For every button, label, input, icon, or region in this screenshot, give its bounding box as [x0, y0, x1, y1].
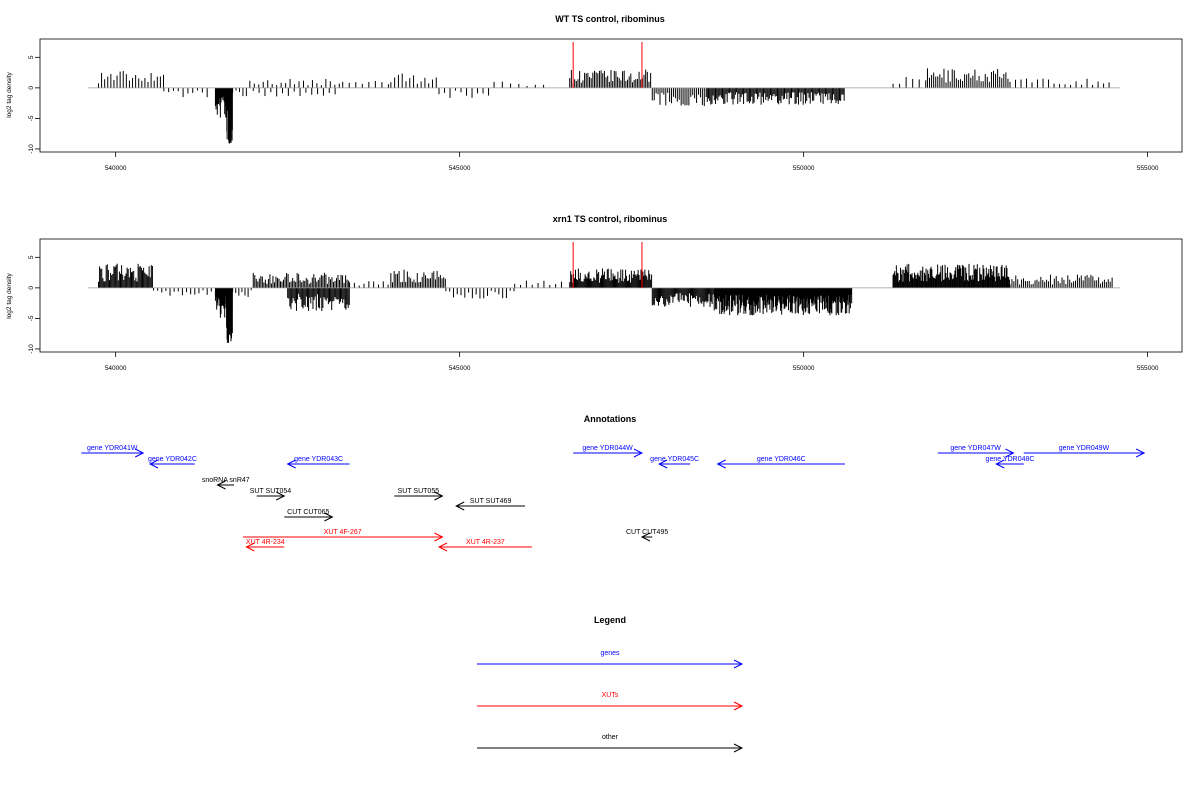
feature-cut-cut495: CUT CUT495 — [626, 529, 668, 542]
feature-label: CUT CUT065 — [287, 509, 329, 516]
feature-gene-ydr043c: gene YDR043C — [286, 456, 350, 469]
wt-panel-title: WT TS control, ribominus — [555, 14, 665, 24]
arrowhead — [148, 459, 159, 469]
feature-label: gene YDR045C — [650, 456, 699, 463]
xrn1-y-axis-label: log2 tag density — [6, 272, 13, 318]
legend-item-other: other — [477, 734, 744, 753]
feature-label: gene YDR043C — [294, 456, 343, 463]
feature-xut-4f-267: XUT 4F-267 — [242, 529, 444, 542]
annotations-title: Annotations — [584, 414, 637, 424]
arrowhead — [633, 448, 644, 458]
x-tick-label: 555000 — [1137, 165, 1159, 172]
feature-gene-ydr042c: gene YDR042C — [148, 456, 197, 469]
feature-label: gene YDR049W — [1059, 445, 1110, 452]
arrowhead — [434, 491, 444, 501]
arrowhead — [733, 743, 744, 753]
feature-label: XUT 4R-234 — [246, 539, 285, 546]
xrn1-panel: xrn1 TS control, ribominus log2 tag dens… — [6, 214, 1183, 372]
arrowhead — [995, 459, 1005, 469]
feature-label: SUT SUT055 — [398, 488, 440, 495]
xrn1-plot-frame — [39, 238, 1183, 353]
legend-label: other — [602, 734, 619, 741]
legend-label: genes — [600, 650, 620, 657]
feature-xut-4r-234: XUT 4R-234 — [245, 539, 285, 552]
feature-label: XUT 4F-267 — [324, 529, 362, 536]
xrn1-panel-title: xrn1 TS control, ribominus — [553, 214, 668, 224]
feature-label: SUT SUT054 — [250, 488, 292, 495]
feature-sut-sut055: SUT SUT055 — [394, 488, 444, 501]
arrowhead — [716, 459, 726, 469]
feature-gene-ydr046c: gene YDR046C — [716, 456, 845, 469]
feature-gene-ydr049w: gene YDR049W — [1023, 445, 1146, 458]
legend-title: Legend — [594, 615, 626, 625]
arrowhead — [434, 532, 444, 542]
feature-gene-ydr045c: gene YDR045C — [650, 456, 699, 469]
x-tick-label: 545000 — [449, 365, 471, 372]
arrowhead — [1005, 448, 1015, 458]
x-tick-label: 550000 — [793, 165, 815, 172]
wt-panel: WT TS control, ribominus log2 tag densit… — [6, 14, 1183, 172]
arrowhead — [733, 659, 744, 669]
arrowhead — [455, 501, 465, 511]
legend-item-genes: genes — [477, 650, 744, 669]
feature-label: gene YDR044W — [582, 445, 633, 452]
y-tick-label: -10 — [28, 344, 35, 354]
legend-label: XUTs — [602, 692, 619, 699]
feature-label: SUT SUT469 — [470, 498, 512, 505]
feature-sut-sut469: SUT SUT469 — [455, 498, 526, 511]
feature-gene-ydr048c: gene YDR048C — [986, 456, 1035, 469]
y-tick-label: -5 — [28, 115, 35, 121]
feature-label: gene YDR048C — [986, 456, 1035, 463]
feature-label: gene YDR046C — [757, 456, 806, 463]
x-tick-label: 540000 — [105, 365, 127, 372]
wt-plot-frame — [39, 38, 1183, 153]
feature-gene-ydr041w: gene YDR041W — [81, 445, 145, 458]
feature-label: CUT CUT495 — [626, 529, 668, 536]
x-tick-label: 550000 — [793, 365, 815, 372]
arrowhead — [1135, 448, 1146, 458]
feature-label: gene YDR042C — [148, 456, 197, 463]
y-tick-label: 5 — [28, 55, 35, 59]
xrn1-bars — [97, 263, 1113, 343]
feature-xut-4r-237: XUT 4R-237 — [437, 539, 532, 552]
x-tick-label: 555000 — [1137, 365, 1159, 372]
y-tick-label: -10 — [28, 144, 35, 154]
wt-bars — [97, 68, 1110, 144]
legend-items: genes XUTs other — [477, 650, 744, 753]
arrowhead — [658, 459, 668, 469]
y-tick-label: 0 — [28, 286, 35, 290]
arrowhead — [286, 459, 296, 469]
legend: Legend genes XUTs other — [477, 615, 744, 753]
feature-gene-ydr047w: gene YDR047W — [937, 445, 1015, 458]
arrowhead — [733, 701, 744, 711]
feature-gene-ydr044w: gene YDR044W — [573, 445, 644, 458]
arrowhead — [324, 512, 334, 522]
wt-y-axis-label: log2 tag density — [6, 71, 13, 117]
y-tick-label: 5 — [28, 255, 35, 259]
arrowhead — [216, 480, 226, 490]
feature-label: snoRNA snR47 — [202, 477, 250, 484]
y-tick-label: -5 — [28, 315, 35, 321]
feature-snorna-snr47: snoRNA snR47 — [202, 477, 250, 490]
y-tick-label: 0 — [28, 86, 35, 90]
feature-label: gene YDR047W — [950, 445, 1001, 452]
x-tick-label: 540000 — [105, 165, 127, 172]
feature-label: XUT 4R-237 — [466, 539, 505, 546]
arrowhead — [245, 542, 255, 552]
x-tick-label: 545000 — [449, 165, 471, 172]
arrowhead — [134, 448, 145, 458]
feature-cut-cut065: CUT CUT065 — [284, 509, 334, 522]
feature-label: gene YDR041W — [87, 445, 138, 452]
arrowhead — [437, 542, 448, 552]
feature-list: gene YDR041W gene YDR042C gene YDR043C snoR… — [81, 445, 1146, 552]
feature-sut-sut054: SUT SUT054 — [250, 488, 292, 501]
arrowhead — [640, 532, 651, 542]
arrowhead — [275, 491, 286, 501]
legend-item-xuts: XUTs — [477, 692, 744, 711]
